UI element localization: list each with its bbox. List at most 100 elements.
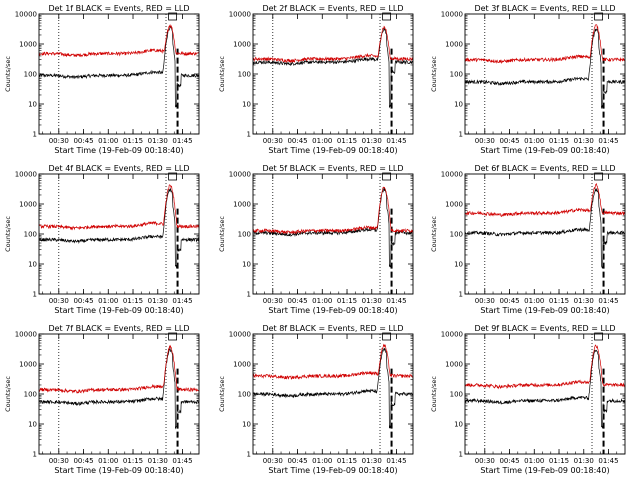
x-tick-label: 01:30	[574, 297, 594, 305]
chart-panel-6: Det 6f BLACK = Events, RED = LLD Counts/s…	[430, 164, 626, 315]
y-tick-label: 10	[242, 261, 251, 269]
x-tick-label: 01:30	[148, 457, 168, 465]
x-tick-label: 00:45	[73, 137, 93, 145]
y-tick-label: 1000	[445, 201, 463, 209]
x-tick-label: 00:45	[287, 137, 307, 145]
peak-marker-box	[594, 172, 604, 181]
x-tick-label: 00:45	[499, 457, 519, 465]
series-line-events	[464, 28, 625, 109]
x-tick-label: 01:15	[123, 297, 143, 305]
y-tick-label: 1	[459, 451, 463, 459]
x-tick-label: 00:30	[49, 297, 69, 305]
chart-panel-7: Det 7f BLACK = Events, RED = LLD Counts/s…	[4, 324, 200, 475]
y-tick-label: 1000	[19, 361, 37, 369]
x-tick-label: 01:30	[362, 457, 382, 465]
x-axis-label: Start Time (19-Feb-09 00:18:40)	[54, 466, 183, 475]
y-tick-label: 1	[247, 451, 251, 459]
series-line-lld	[38, 184, 199, 231]
y-tick-label: 1	[247, 291, 251, 299]
y-tick-label: 10000	[229, 171, 251, 179]
x-tick-label: 01:00	[98, 457, 118, 465]
plot-frame	[464, 333, 626, 455]
x-tick-label: 01:30	[362, 137, 382, 145]
x-axis-label: Start Time (19-Feb-09 00:18:40)	[480, 466, 609, 475]
x-tick-label: 01:00	[98, 297, 118, 305]
chart-panel-9: Det 9f BLACK = Events, RED = LLD Counts/s…	[430, 324, 626, 475]
x-tick-label: 00:30	[475, 297, 495, 305]
x-tick-label: 00:45	[499, 297, 519, 305]
y-tick-label: 10000	[15, 171, 37, 179]
series-line-lld	[38, 23, 199, 58]
x-tick-label: 01:15	[337, 457, 357, 465]
series-line-events	[38, 25, 199, 108]
y-tick-label: 1	[33, 291, 37, 299]
y-tick-label: 100	[450, 231, 463, 239]
x-tick-label: 00:45	[287, 457, 307, 465]
y-tick-label: 10000	[441, 331, 463, 339]
y-tick-label: 1	[33, 451, 37, 459]
x-tick-label: 00:30	[49, 137, 69, 145]
x-tick-label: 01:00	[312, 297, 332, 305]
y-tick-label: 100	[238, 391, 251, 399]
x-tick-label: 01:45	[172, 457, 192, 465]
x-tick-label: 01:30	[574, 457, 594, 465]
plot-frame	[252, 173, 414, 295]
y-tick-label: 100	[24, 391, 37, 399]
series-line-lld	[252, 343, 413, 380]
chart-title: Det 3f BLACK = Events, RED = LLD	[474, 4, 615, 13]
y-tick-label: 1000	[445, 41, 463, 49]
y-axis-label: Counts/sec	[430, 376, 438, 412]
y-tick-label: 1	[459, 131, 463, 139]
x-axis-label: Start Time (19-Feb-09 00:18:40)	[54, 146, 183, 155]
x-tick-label: 00:30	[263, 297, 283, 305]
plot-frame	[38, 173, 200, 295]
y-tick-label: 10	[242, 101, 251, 109]
chart-title: Det 4f BLACK = Events, RED = LLD	[48, 164, 189, 173]
y-tick-label: 1000	[445, 361, 463, 369]
x-tick-label: 00:30	[263, 137, 283, 145]
series-line-lld	[465, 183, 625, 217]
plot-frame	[464, 13, 626, 135]
x-tick-label: 01:45	[172, 137, 192, 145]
x-axis-label: Start Time (19-Feb-09 00:18:40)	[54, 306, 183, 315]
x-tick-label: 01:00	[524, 297, 544, 305]
series-line-events	[253, 347, 413, 429]
series-line-events	[38, 348, 199, 430]
y-tick-label: 10	[28, 421, 37, 429]
peak-marker-box	[382, 12, 392, 21]
x-tick-label: 00:45	[73, 457, 93, 465]
series-line-events	[38, 188, 199, 269]
series-line-lld	[252, 186, 413, 235]
x-tick-label: 00:30	[49, 457, 69, 465]
y-tick-label: 1000	[233, 201, 251, 209]
peak-marker-box	[382, 332, 392, 341]
x-tick-label: 01:45	[598, 457, 618, 465]
y-tick-label: 100	[24, 231, 37, 239]
x-tick-label: 01:00	[524, 457, 544, 465]
series-line-events	[252, 27, 413, 109]
x-tick-label: 00:30	[263, 457, 283, 465]
x-axis-label: Start Time (19-Feb-09 00:18:40)	[268, 306, 397, 315]
y-tick-label: 10	[454, 101, 463, 109]
y-axis-label: Counts/sec	[430, 216, 438, 252]
peak-marker-box	[382, 172, 392, 181]
y-tick-label: 1000	[19, 41, 37, 49]
x-tick-label: 01:30	[362, 297, 382, 305]
series-line-lld	[39, 344, 199, 394]
y-tick-label: 1000	[19, 201, 37, 209]
x-tick-label: 01:15	[337, 297, 357, 305]
x-tick-label: 00:45	[73, 297, 93, 305]
x-tick-label: 01:45	[386, 297, 406, 305]
x-tick-label: 01:45	[598, 297, 618, 305]
x-axis-label: Start Time (19-Feb-09 00:18:40)	[480, 306, 609, 315]
x-tick-label: 01:30	[148, 297, 168, 305]
series-line-lld	[253, 25, 413, 64]
chart-title: Det 8f BLACK = Events, RED = LLD	[262, 324, 403, 333]
x-tick-label: 01:45	[386, 457, 406, 465]
y-tick-label: 100	[238, 71, 251, 79]
x-tick-label: 01:45	[172, 297, 192, 305]
chart-panel-8: Det 8f BLACK = Events, RED = LLD Counts/s…	[218, 324, 414, 475]
y-tick-label: 10000	[229, 11, 251, 19]
x-tick-label: 01:15	[123, 137, 143, 145]
peak-marker-box	[594, 12, 604, 21]
